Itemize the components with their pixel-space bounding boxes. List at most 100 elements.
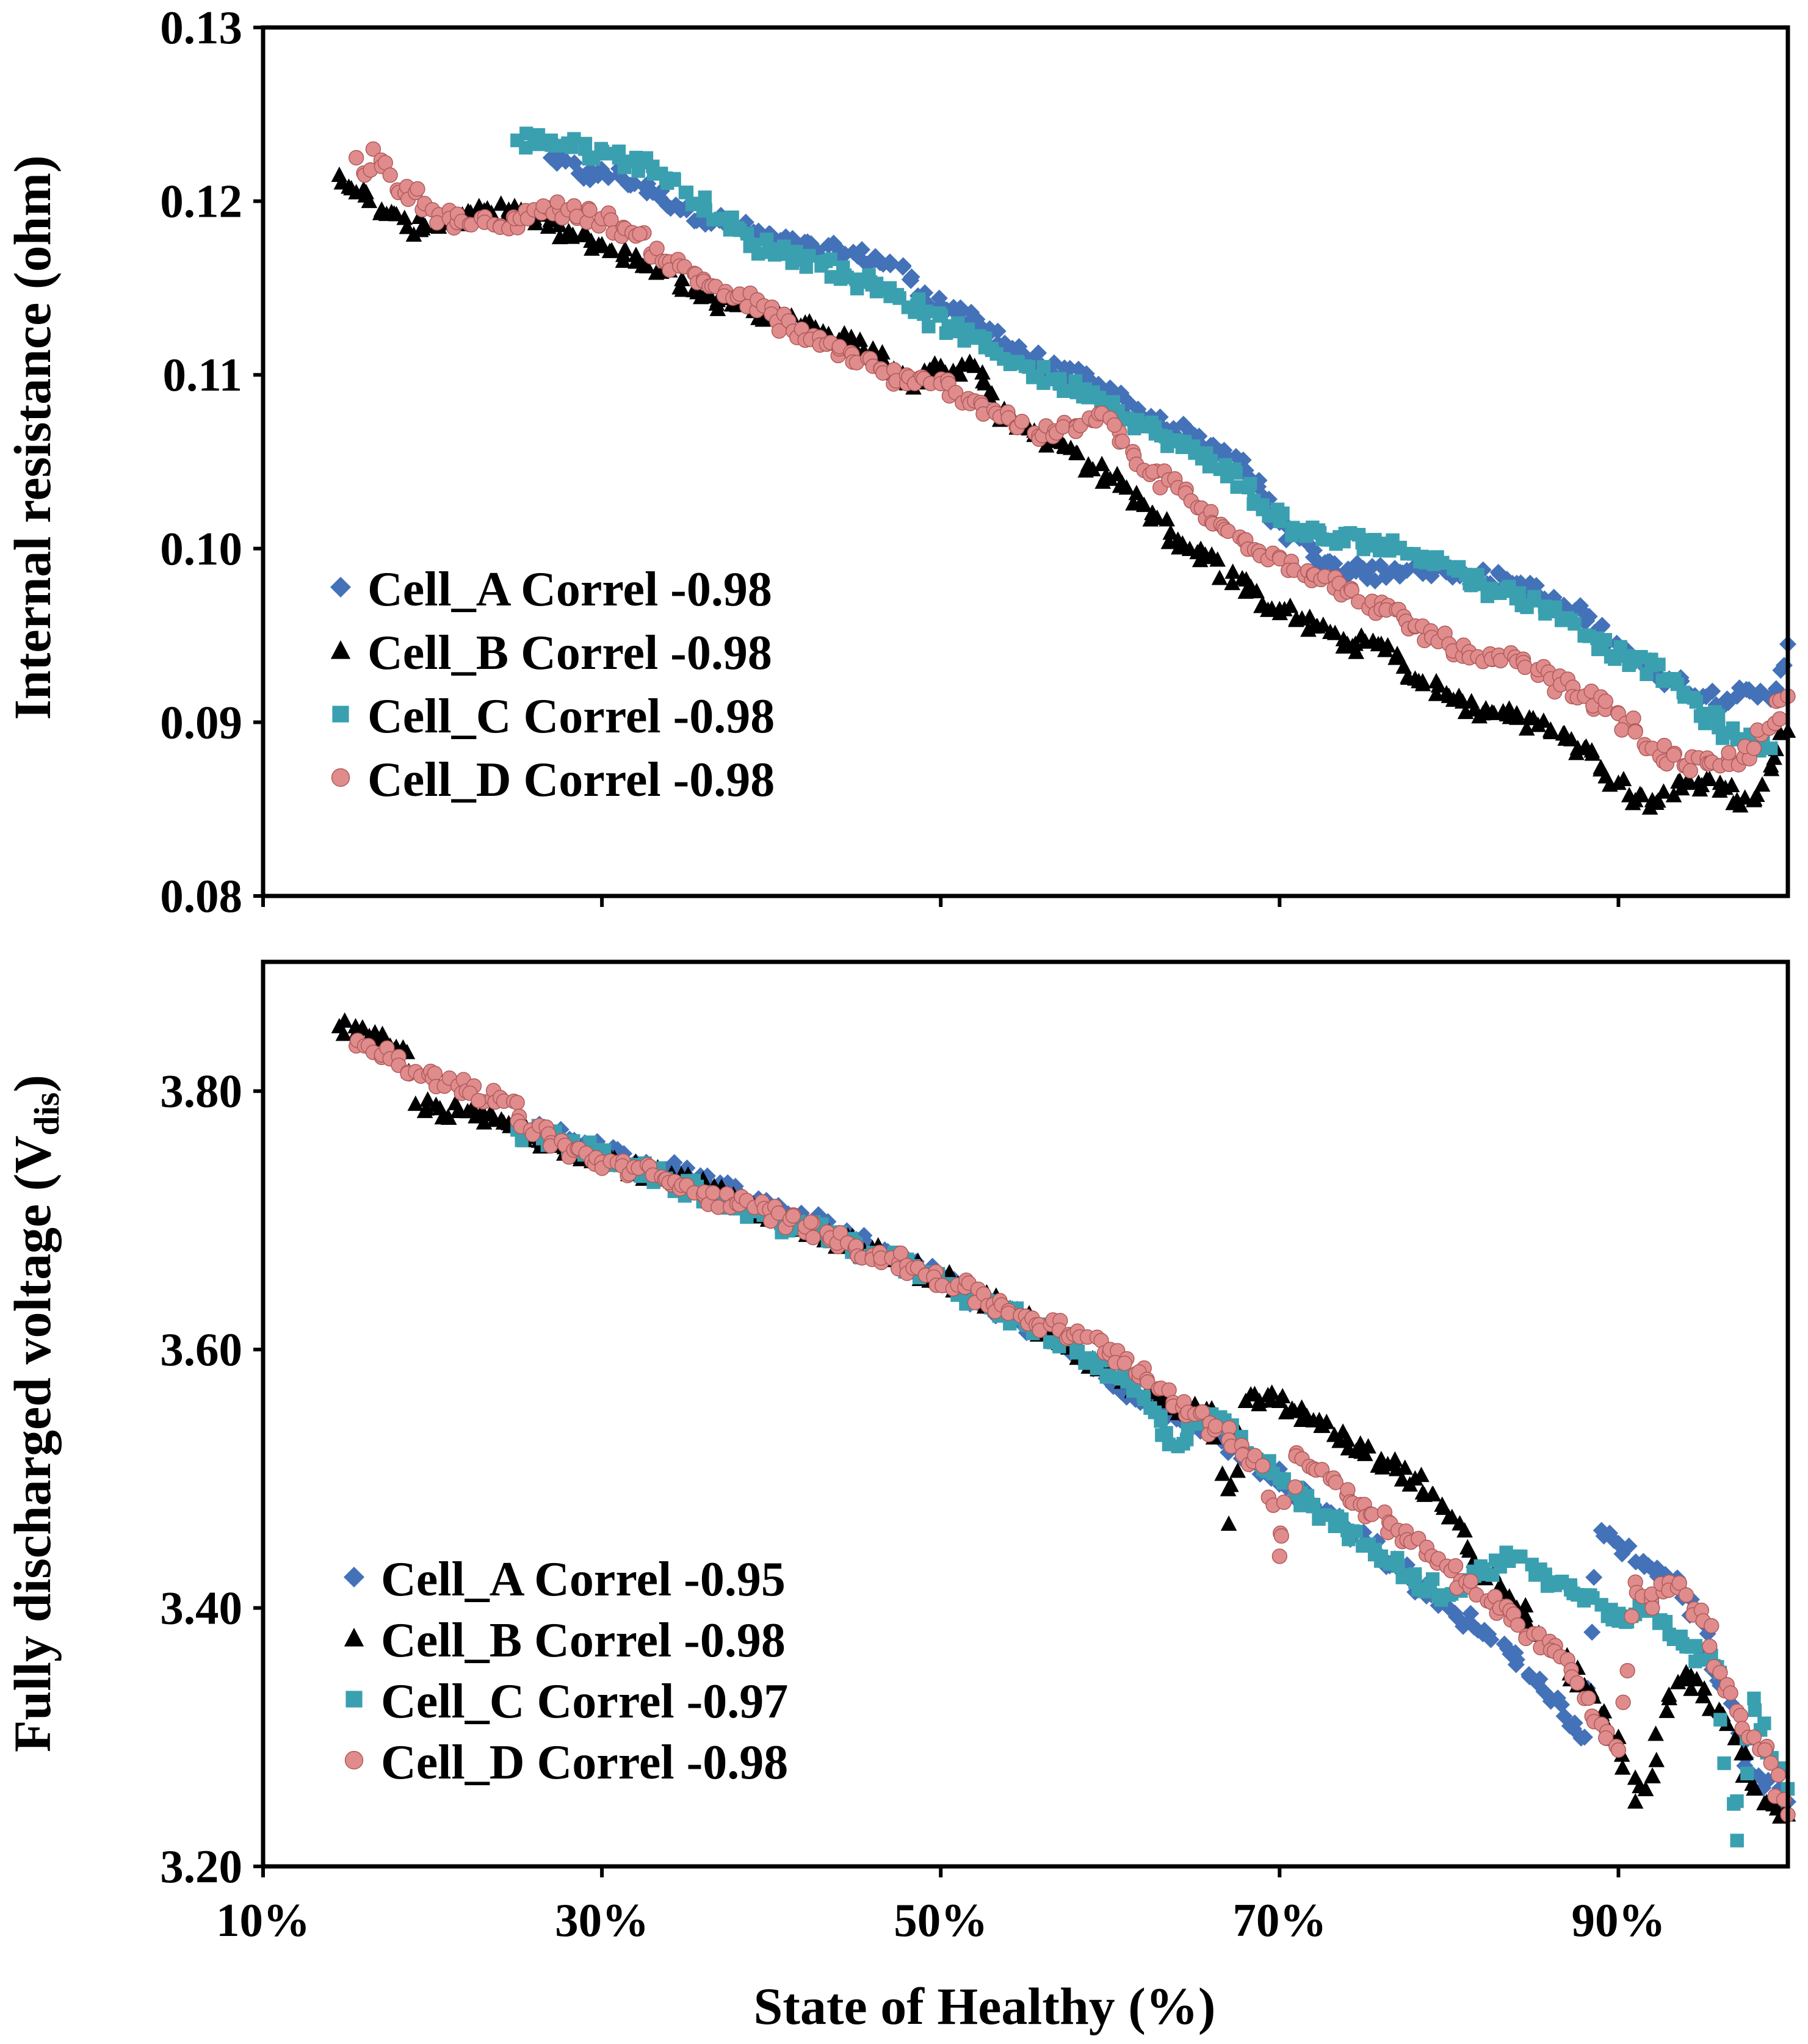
- data-point: [1757, 1742, 1773, 1758]
- data-point: [983, 385, 1000, 401]
- data-point: [1274, 1388, 1291, 1404]
- data-point: [1763, 1755, 1779, 1771]
- data-point: [919, 305, 933, 319]
- data-point: [1608, 652, 1622, 666]
- data-point: [1746, 740, 1762, 756]
- y-tick-label: 0.08: [160, 870, 242, 922]
- data-point: [1229, 1462, 1246, 1478]
- data-point: [1517, 1597, 1534, 1612]
- legend-discharged-voltage: Cell_A Correl -0.95 Cell_B Correl -0.98 Ce…: [344, 1553, 788, 1789]
- y-axis-label-discharged-voltage: Fully discharged voltage (Vdis): [3, 1075, 67, 1752]
- data-point: [1598, 1730, 1614, 1746]
- data-point: [1535, 712, 1552, 728]
- data-point: [765, 242, 779, 256]
- data-point: [1688, 1639, 1703, 1653]
- data-point: [1456, 1522, 1473, 1538]
- data-point: [1527, 590, 1541, 604]
- data-point: [1637, 1780, 1654, 1797]
- data-point: [1597, 693, 1614, 709]
- legend-label: Cell_C Correl -0.97: [381, 1675, 788, 1728]
- data-point: [1377, 641, 1394, 657]
- data-point: [1656, 737, 1672, 754]
- legend-marker-diamond: [330, 577, 351, 598]
- data-point: [1723, 1685, 1738, 1701]
- data-point: [853, 241, 870, 259]
- data-point: [1652, 657, 1666, 671]
- data-point: [1660, 1686, 1677, 1702]
- data-point: [893, 1245, 909, 1262]
- y-tick-label: 3.40: [160, 1582, 242, 1634]
- data-point: [1713, 1713, 1727, 1727]
- y-tick-label: 0.11: [162, 348, 242, 401]
- data-point: [1667, 672, 1682, 686]
- data-point: [1414, 676, 1431, 692]
- data-point: [1548, 600, 1563, 615]
- data-point: [1135, 496, 1152, 512]
- data-point: [1052, 372, 1067, 386]
- scatter-points-discharged-voltage: [331, 1012, 1796, 1847]
- data-point: [1248, 583, 1265, 599]
- data-point: [1772, 711, 1788, 727]
- data-point: [1678, 1587, 1694, 1603]
- data-point: [440, 1109, 457, 1125]
- data-point: [1727, 1730, 1744, 1746]
- legend-label: Cell_A Correl -0.98: [367, 563, 772, 616]
- data-point: [1614, 1759, 1631, 1775]
- data-point: [966, 357, 983, 374]
- data-point: [493, 195, 510, 211]
- data-point: [1387, 1451, 1403, 1467]
- data-point: [1447, 1558, 1464, 1574]
- data-point: [1693, 1653, 1707, 1667]
- data-point: [1149, 509, 1166, 525]
- data-point: [1666, 747, 1682, 763]
- data-point: [785, 1208, 801, 1224]
- data-point: [1389, 646, 1406, 662]
- data-point: [532, 137, 546, 151]
- data-point: [961, 322, 975, 336]
- data-point: [1730, 1833, 1744, 1847]
- data-point: [1162, 524, 1179, 540]
- data-point: [1688, 1670, 1705, 1686]
- data-point: [1394, 1471, 1411, 1487]
- legend-label: Cell_D Correl -0.98: [381, 1736, 788, 1789]
- data-point: [751, 247, 765, 261]
- data-point: [1568, 745, 1585, 760]
- data-point: [1683, 1680, 1699, 1696]
- data-point: [975, 373, 991, 389]
- legend-internal-resistance: Cell_A Correl -0.98 Cell_B Correl -0.98 Ce…: [330, 563, 775, 807]
- data-point: [1748, 1703, 1762, 1717]
- data-point: [1658, 1702, 1675, 1718]
- data-point: [1107, 417, 1123, 433]
- data-point: [1674, 1630, 1688, 1644]
- data-point: [1740, 1766, 1754, 1781]
- legend-marker-square: [345, 1691, 363, 1708]
- data-point: [1627, 724, 1643, 740]
- data-point: [1229, 466, 1243, 480]
- data-point: [405, 226, 422, 242]
- data-point: [922, 319, 936, 334]
- data-point: [1159, 430, 1173, 444]
- data-point: [674, 281, 691, 297]
- data-point: [1624, 1608, 1640, 1625]
- data-point: [1348, 643, 1364, 659]
- data-point: [1766, 749, 1782, 765]
- data-point: [1069, 444, 1086, 461]
- data-point: [549, 139, 563, 153]
- data-point: [1737, 1744, 1754, 1760]
- data-point: [1566, 1714, 1583, 1732]
- data-point: [698, 190, 712, 204]
- data-point: [1585, 1569, 1603, 1586]
- data-point: [1704, 682, 1721, 700]
- data-point: [1517, 659, 1533, 675]
- data-point: [805, 1229, 821, 1246]
- data-point: [598, 146, 613, 161]
- data-point: [1154, 1414, 1168, 1428]
- data-point: [1737, 789, 1753, 805]
- data-point: [1102, 470, 1119, 486]
- data-point: [819, 254, 833, 269]
- data-point: [1140, 1374, 1155, 1390]
- data-point: [649, 240, 665, 256]
- y-tick-label: 3.20: [160, 1840, 242, 1893]
- data-point: [615, 247, 632, 262]
- data-point: [1615, 770, 1632, 787]
